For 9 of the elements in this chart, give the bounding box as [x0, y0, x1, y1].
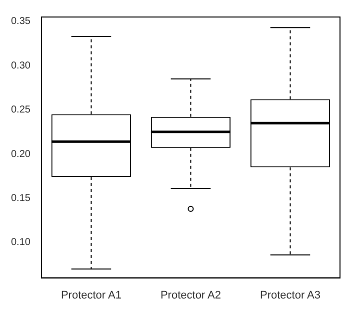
- y-tick-label: 0.35: [10, 16, 31, 28]
- y-tick-label: 0.10: [10, 237, 31, 248]
- x-tick-label: Protector A3: [260, 289, 321, 302]
- y-tick-label: 0.30: [10, 60, 31, 72]
- x-tick-label: Protector A1: [60, 289, 122, 302]
- x-tick-label: Protector A2: [160, 289, 222, 302]
- y-tick-label: 0.25: [10, 104, 31, 116]
- y-tick-label: 0.20: [10, 148, 31, 160]
- y-tick-label: 0.15: [10, 192, 31, 204]
